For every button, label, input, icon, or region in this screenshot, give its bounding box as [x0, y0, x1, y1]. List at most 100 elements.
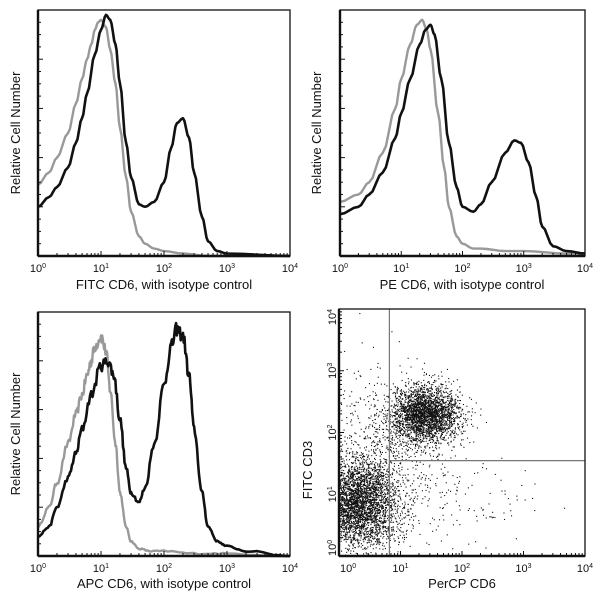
scatter-point — [412, 429, 414, 431]
scatter-point — [434, 410, 436, 412]
scatter-point — [362, 480, 364, 482]
scatter-point — [359, 532, 361, 534]
scatter-point — [416, 423, 418, 425]
scatter-point — [436, 388, 438, 390]
scatter-point — [445, 410, 447, 412]
scatter-point — [389, 535, 391, 537]
scatter-point — [359, 484, 361, 486]
scatter-point — [416, 409, 418, 411]
scatter-point — [369, 509, 371, 511]
scatter-point — [353, 506, 355, 508]
scatter-point — [428, 427, 430, 429]
scatter-point — [352, 471, 354, 473]
scatter-point — [398, 395, 400, 397]
scatter-point — [398, 544, 400, 546]
scatter-point — [394, 502, 396, 504]
scatter-point — [402, 442, 404, 444]
scatter-point — [433, 428, 435, 430]
scatter-point — [402, 425, 404, 427]
scatter-point — [360, 499, 362, 501]
scatter-point — [361, 505, 363, 507]
scatter-point — [360, 464, 362, 466]
scatter-point — [447, 417, 449, 419]
scatter-point — [378, 512, 380, 514]
scatter-point — [366, 490, 368, 492]
scatter-point — [346, 522, 348, 524]
scatter-point — [444, 396, 446, 398]
scatter-point — [413, 409, 415, 411]
scatter-point — [376, 499, 378, 501]
scatter-point — [407, 411, 409, 413]
scatter-point — [363, 503, 365, 505]
scatter-point — [405, 391, 407, 393]
scatter-point — [347, 481, 349, 483]
scatter-point — [357, 503, 359, 505]
scatter-point — [369, 474, 371, 476]
panel-bottom-right: FITC CD3 PerCP CD6 100 101 102 103 104100101… — [300, 308, 593, 591]
scatter-point — [349, 518, 351, 520]
scatter-point — [434, 398, 436, 400]
scatter-point — [386, 417, 388, 419]
scatter-point — [405, 411, 407, 413]
scatter-point — [398, 415, 400, 417]
scatter-point — [402, 429, 404, 431]
scatter-point — [422, 423, 424, 425]
scatter-point — [408, 407, 410, 409]
scatter-point — [429, 406, 431, 408]
scatter-point — [379, 520, 381, 522]
scatter-point — [415, 386, 417, 388]
scatter-point — [385, 526, 387, 528]
scatter-point — [425, 435, 427, 437]
scatter-point — [362, 501, 364, 503]
scatter-point — [453, 422, 455, 424]
scatter-point — [348, 494, 350, 496]
scatter-point — [421, 432, 423, 434]
scatter-point — [426, 430, 428, 432]
scatter-point — [409, 419, 411, 421]
scatter-point — [418, 411, 420, 413]
scatter-point — [416, 398, 418, 400]
scatter-point — [360, 514, 362, 516]
scatter-point — [401, 423, 403, 425]
scatter-point — [375, 481, 377, 483]
scatter-point — [406, 426, 408, 428]
scatter-point — [359, 468, 361, 470]
scatter-point — [419, 407, 421, 409]
scatter-point — [366, 488, 368, 490]
scatter-point — [356, 526, 358, 528]
scatter-point — [366, 505, 368, 507]
scatter-point — [420, 409, 422, 411]
scatter-point — [400, 424, 402, 426]
scatter-point — [421, 415, 423, 417]
scatter-point — [347, 472, 349, 474]
scatter-point — [352, 511, 354, 513]
scatter-point — [343, 500, 345, 502]
scatter-point — [372, 478, 374, 480]
scatter-point — [436, 424, 438, 426]
scatter-point — [445, 409, 447, 411]
scatter-point — [355, 532, 357, 534]
scatter-point — [454, 431, 456, 433]
scatter-point — [355, 493, 357, 495]
scatter-point — [459, 391, 461, 393]
scatter-point — [387, 401, 389, 403]
scatter-point — [404, 507, 406, 509]
scatter-point — [354, 485, 356, 487]
scatter-point — [412, 422, 414, 424]
scatter-point — [448, 415, 450, 417]
scatter-point — [367, 499, 369, 501]
scatter-point — [436, 414, 438, 416]
scatter-point — [357, 506, 359, 508]
scatter-point — [405, 429, 407, 431]
scatter-point — [419, 408, 421, 410]
scatter-point — [352, 493, 354, 495]
scatter-point — [398, 480, 400, 482]
scatter-point — [427, 412, 429, 414]
scatter-point — [384, 481, 386, 483]
scatter-point — [416, 405, 418, 407]
scatter-point — [351, 541, 353, 543]
scatter-point — [418, 417, 420, 419]
scatter-point — [374, 468, 376, 470]
scatter-point — [451, 418, 453, 420]
scatter-point — [403, 427, 405, 429]
